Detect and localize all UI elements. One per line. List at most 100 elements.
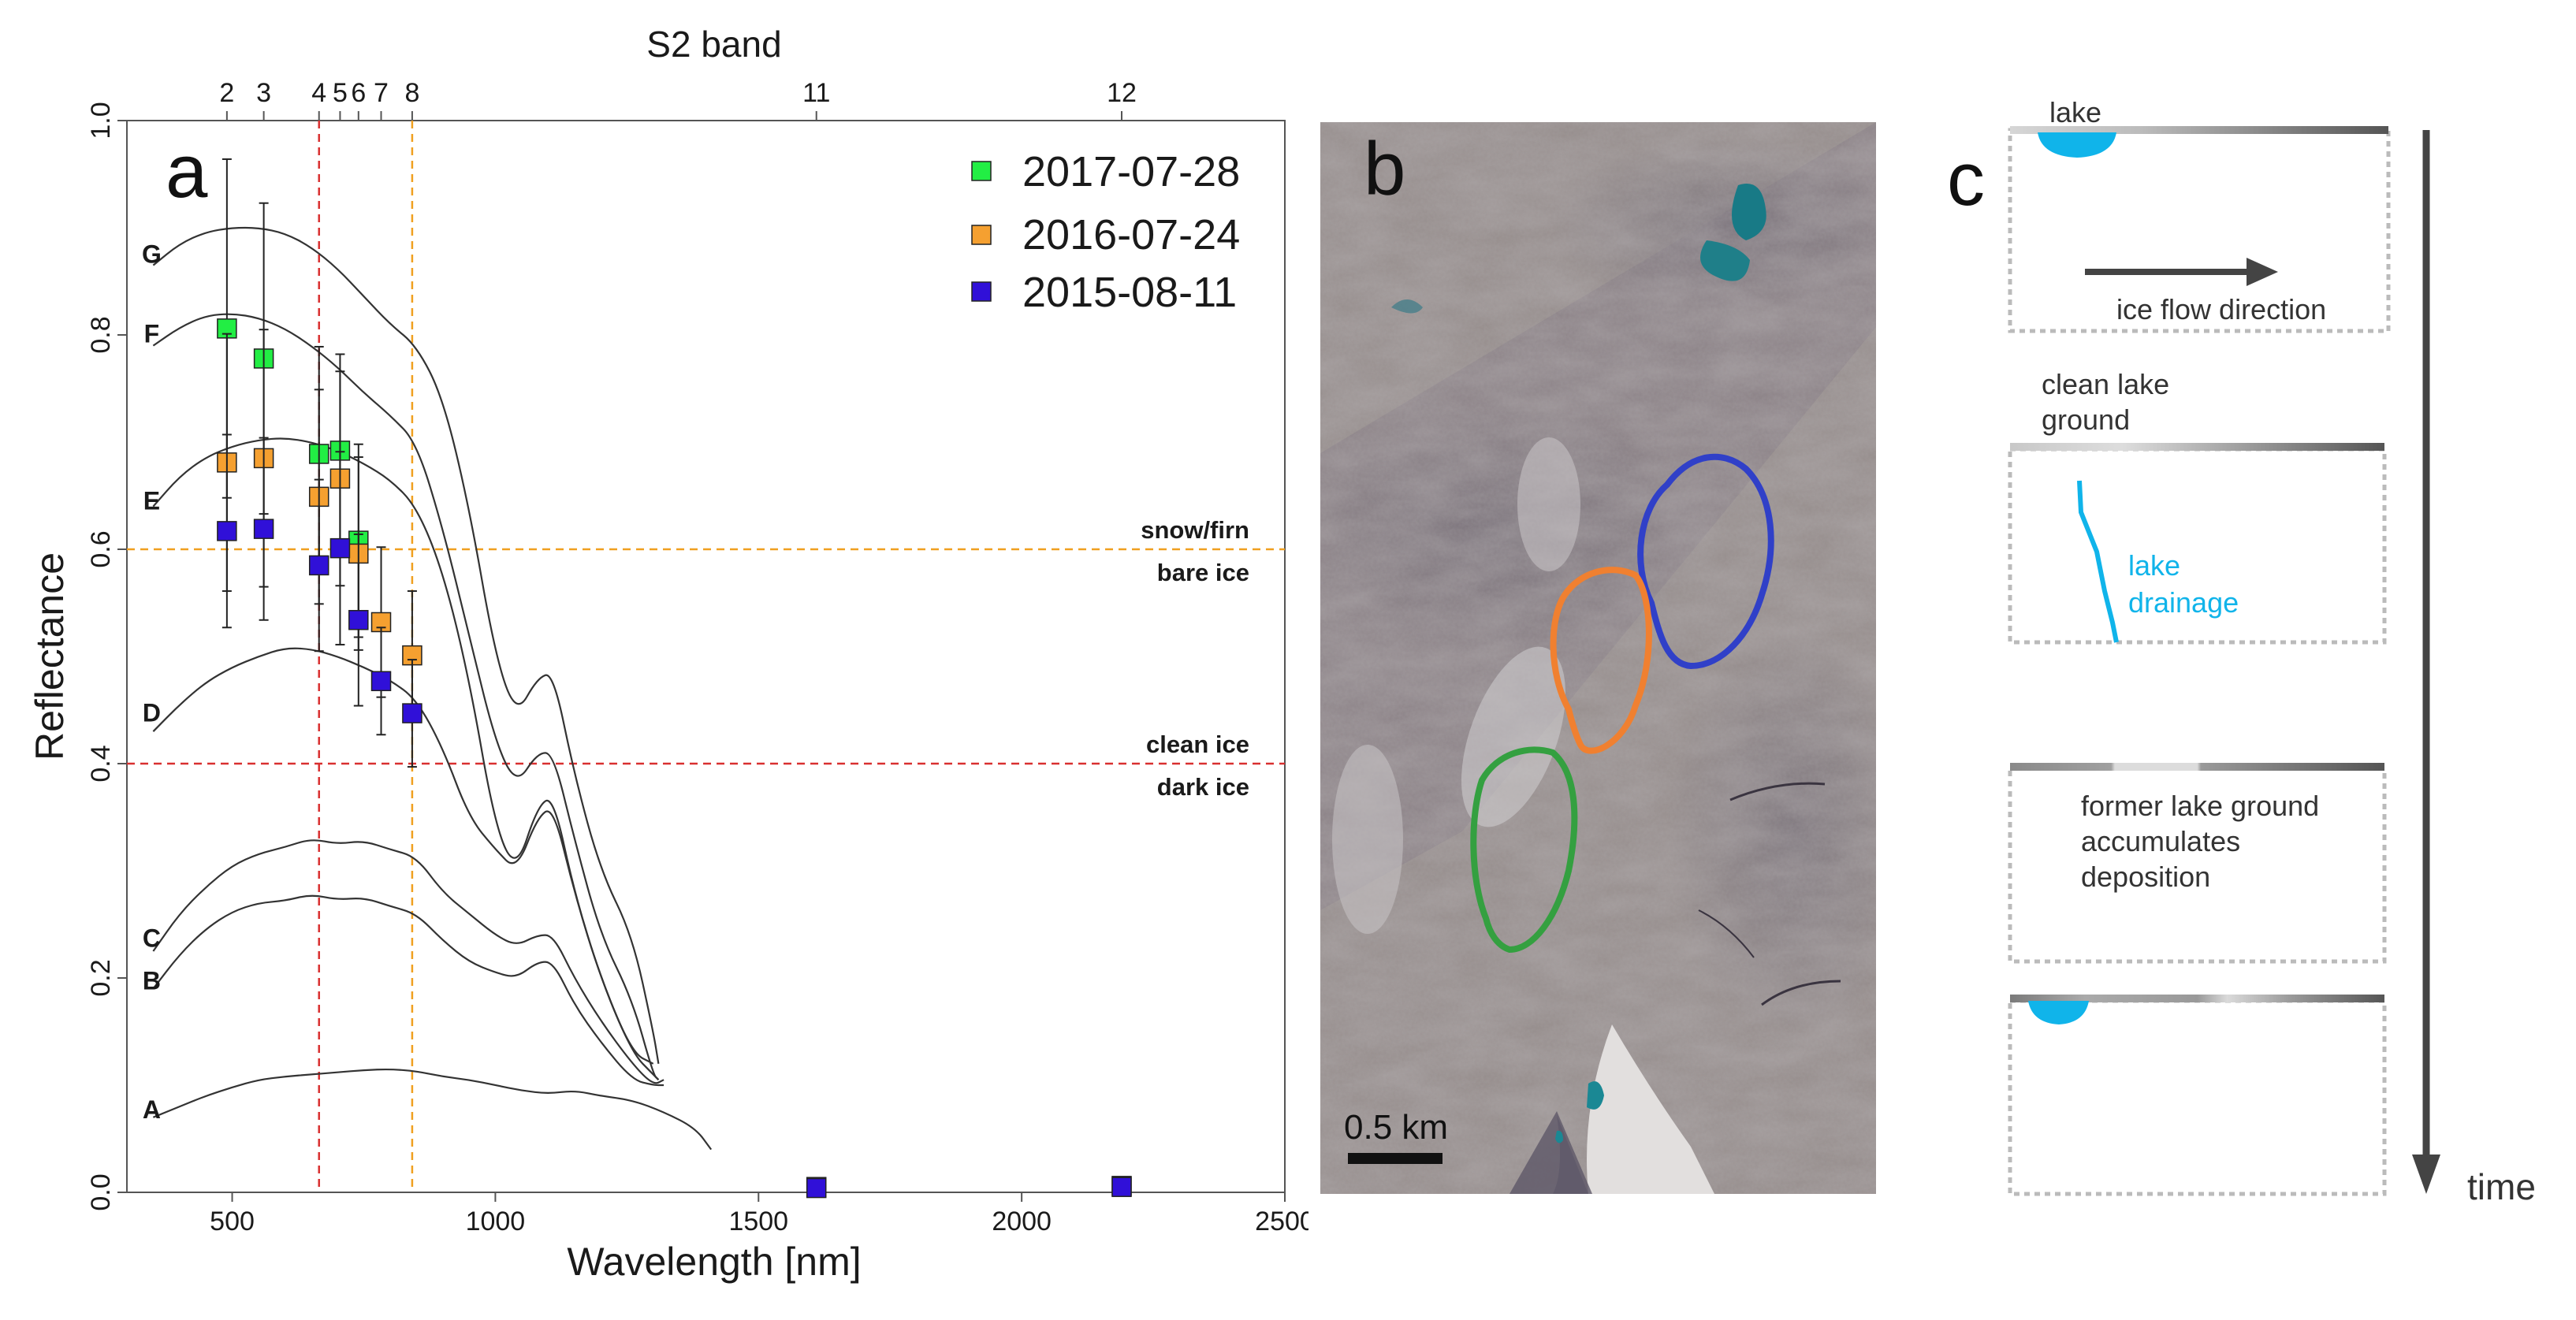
- dark-area: [1509, 1111, 1592, 1194]
- data-point-2015-08-11: [253, 519, 274, 539]
- reference-curve-G: [152, 226, 660, 1064]
- schematic-step-1: lake ice flow direction: [2008, 96, 2391, 333]
- legend-swatch-2016: [971, 225, 992, 245]
- x-tick-label: 1000: [466, 1207, 526, 1236]
- time-label: time: [2467, 1166, 2536, 1207]
- threshold-label-above: clean ice: [1146, 731, 1249, 758]
- threshold-lines: snow/firn bare ice clean ice dark ice: [127, 516, 1285, 801]
- former-lake-label-1: former lake ground: [2081, 790, 2319, 822]
- former-lake-label-3: deposition: [2081, 861, 2210, 893]
- schematic-step-2: clean lake ground lake drainage: [2008, 368, 2387, 645]
- panel-c-schematic: c lake ice flow direction clean lake gro…: [1892, 0, 2576, 1316]
- data-point-2015-08-11: [1111, 1177, 1132, 1197]
- curve-label-A: A: [143, 1095, 161, 1124]
- y-tick-label: 0.6: [86, 530, 116, 567]
- data-point-2015-08-11: [217, 521, 237, 541]
- schematic-step-3: former lake ground accumulates depositio…: [2008, 763, 2387, 964]
- x-axis-label: Wavelength [nm]: [567, 1240, 861, 1284]
- top-tick-label: 7: [374, 78, 389, 108]
- lake-ground-patch: [1517, 437, 1580, 571]
- lake-label: lake: [2049, 96, 2101, 128]
- lake-outline-2015: [1637, 453, 1774, 670]
- fine-texture: [1320, 122, 1876, 1194]
- lake-ground-patch: [1461, 646, 1565, 827]
- lake-pond: [1732, 184, 1766, 240]
- lake-outline-2016: [1550, 567, 1652, 754]
- band-reference-lines: [318, 121, 414, 1192]
- x-tick-label: 2500: [1255, 1207, 1308, 1236]
- surface-strip: [2010, 443, 2384, 451]
- y-tick-label: 0.2: [86, 959, 116, 996]
- data-point-2015-08-11: [308, 555, 329, 576]
- data-point-2015-08-11: [348, 610, 369, 630]
- top-tick-label: 8: [404, 78, 419, 108]
- panel-a-letter: a: [166, 129, 208, 214]
- lake-outline-2017: [1470, 746, 1578, 954]
- y-tick-label: 1.0: [86, 102, 116, 139]
- reference-curve-C: [152, 839, 664, 1084]
- top-tick-label: 4: [311, 78, 326, 108]
- lake-pond: [1391, 299, 1423, 314]
- crevasse-line: [1698, 909, 1755, 958]
- panel-c-letter: c: [1947, 137, 1985, 221]
- clean-lake-ground-label-1: clean lake: [2042, 368, 2169, 400]
- curve-label-C: C: [143, 924, 161, 952]
- lake-shape: [2038, 132, 2116, 158]
- schematic-step-4: [2008, 995, 2387, 1196]
- legend-label-2015: 2015-08-11: [1022, 269, 1237, 316]
- lake-drainage-label-2: drainage: [2128, 586, 2239, 619]
- scale-bar: [1348, 1153, 1442, 1164]
- bright-snow-tongue: [1587, 1024, 1714, 1194]
- crevasse-line: [1729, 782, 1826, 801]
- lake-pond: [1700, 240, 1750, 281]
- x-tick-label: 1500: [728, 1207, 788, 1236]
- lake-shape: [2028, 1001, 2089, 1024]
- reference-curve-B: [152, 894, 664, 1087]
- lake-pond: [1587, 1081, 1604, 1110]
- clean-lake-ground-label-2: ground: [2042, 403, 2130, 436]
- curve-label-E: E: [143, 486, 160, 515]
- threshold-label-above: snow/firn: [1141, 516, 1249, 544]
- y-axis-label: Reflectance: [28, 552, 72, 760]
- panel-b-satellite-image: b 0.5 km: [1320, 122, 1876, 1194]
- reference-curve-A: [152, 1068, 713, 1151]
- y-tick-label: 0.4: [86, 745, 116, 782]
- legend-label-2017: 2017-07-28: [1022, 148, 1240, 195]
- x-tick-label: 2000: [992, 1207, 1052, 1236]
- ice-flow-label: ice flow direction: [2116, 293, 2326, 325]
- data-point-2015-08-11: [370, 671, 392, 692]
- panel-b-letter: b: [1364, 127, 1405, 211]
- surface-strip: [2010, 995, 2384, 1002]
- panel-a-chart: S2 band Wavelength [nm] Reflectance a 50…: [28, 24, 1315, 1284]
- top-tick-label: 5: [333, 78, 348, 108]
- ice-block: [2008, 998, 2387, 1196]
- lake-ground-patch: [1332, 745, 1403, 934]
- top-tick-label: 2: [219, 78, 234, 108]
- reference-curve-F: [152, 313, 660, 1080]
- time-arrow-head-icon: [2412, 1155, 2440, 1194]
- curve-label-D: D: [143, 699, 161, 727]
- surface-strip: [2010, 763, 2384, 771]
- arrow-head-icon: [2247, 258, 2278, 286]
- reference-curve-D: [152, 647, 654, 1065]
- reference-spectra: G F E D CB A: [142, 226, 713, 1151]
- top-axis-title: S2 band: [646, 24, 781, 65]
- crevasse-line: [1761, 980, 1841, 1006]
- lake-pond: [1555, 1130, 1563, 1143]
- curve-label-F: F: [144, 319, 160, 348]
- scale-bar-label: 0.5 km: [1344, 1108, 1448, 1147]
- top-tick-label: 6: [351, 78, 366, 108]
- threshold-label-below: dark ice: [1157, 773, 1249, 801]
- data-point-2015-08-11: [329, 537, 351, 559]
- surface-strip: [2010, 126, 2388, 134]
- x-tick-label: 500: [210, 1207, 255, 1236]
- axis-ticks: 500 1000 1500 2000 2500 0.0 0.2 0.4 0.6 0.8 1.0 2 3 4…: [86, 78, 1315, 1236]
- lake-drainage-label-1: lake: [2128, 549, 2180, 582]
- y-tick-label: 0.0: [86, 1173, 116, 1210]
- curve-label-B: B: [143, 967, 161, 995]
- top-tick-label: 3: [256, 78, 271, 108]
- drainage-channel: [2077, 480, 2119, 643]
- y-tick-label: 0.8: [86, 316, 116, 353]
- legend: 2017-07-28 2016-07-24 2015-08-11: [971, 148, 1240, 316]
- plot-frame: [126, 120, 1286, 1193]
